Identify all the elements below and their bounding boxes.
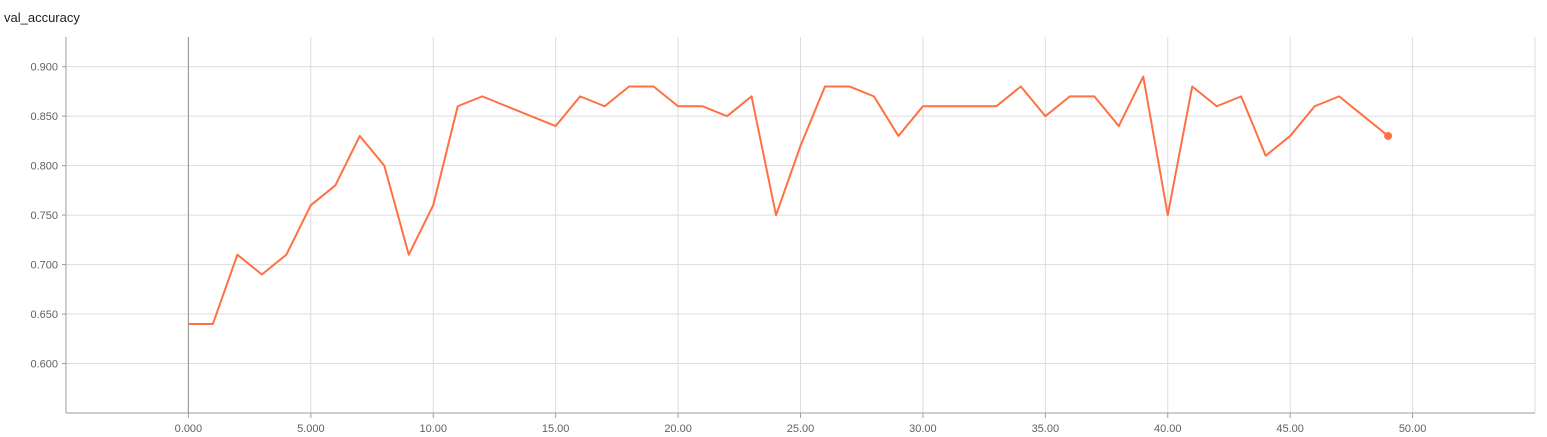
x-tick-label: 35.00: [1032, 423, 1060, 435]
y-tick-label: 0.900: [30, 62, 58, 74]
x-tick-label: 20.00: [664, 423, 692, 435]
x-tick-label: 40.00: [1154, 423, 1182, 435]
y-tick-label: 0.850: [30, 111, 58, 123]
x-tick-label: 30.00: [909, 423, 937, 435]
y-tick-label: 0.700: [30, 260, 58, 272]
y-tick-label: 0.600: [30, 359, 58, 371]
chart-title: val_accuracy: [4, 10, 80, 25]
x-tick-label: 0.000: [175, 423, 203, 435]
last-point-marker: [1384, 131, 1393, 140]
series-line: [188, 75, 1389, 325]
x-tick-label: 25.00: [787, 423, 815, 435]
x-tick-label: 10.00: [419, 423, 447, 435]
y-tick-label: 0.650: [30, 309, 58, 321]
x-tick-label: 5.000: [297, 423, 325, 435]
y-tick-label: 0.800: [30, 161, 58, 173]
x-tick-label: 15.00: [542, 423, 570, 435]
x-tick-label: 45.00: [1276, 423, 1304, 435]
y-tick-label: 0.750: [30, 210, 58, 222]
x-tick-label: 50.00: [1399, 423, 1427, 435]
